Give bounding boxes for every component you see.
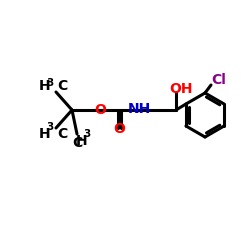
Text: O: O [94, 103, 106, 117]
Text: H: H [38, 79, 50, 93]
Text: 3: 3 [47, 122, 54, 132]
Text: OH: OH [169, 82, 193, 96]
Text: 3: 3 [47, 78, 54, 88]
Text: Cl: Cl [212, 73, 226, 87]
Text: C: C [57, 79, 67, 93]
Text: 3: 3 [84, 129, 90, 139]
Text: H: H [38, 127, 50, 141]
Text: NH: NH [128, 102, 150, 116]
Text: C: C [57, 127, 67, 141]
Text: H: H [76, 134, 88, 148]
Text: O: O [113, 122, 125, 136]
Text: C: C [72, 136, 82, 150]
